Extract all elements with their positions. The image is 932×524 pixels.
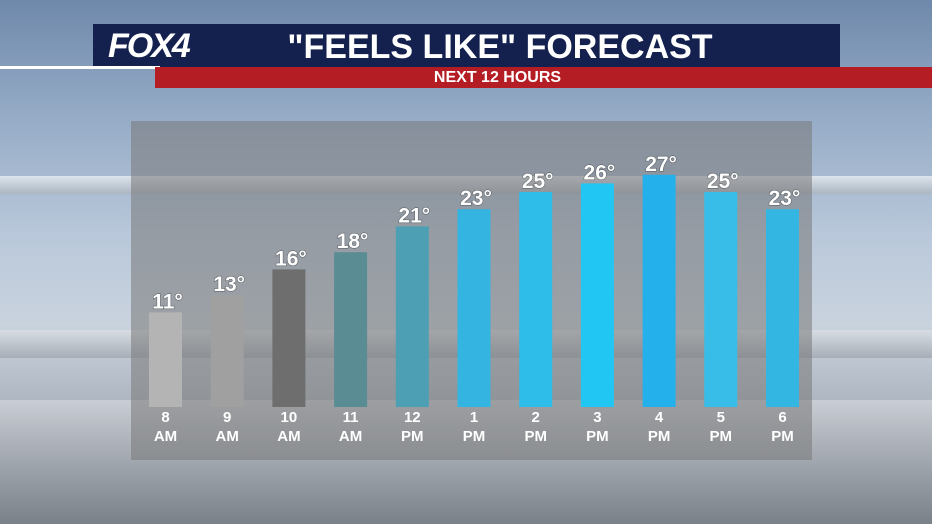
hour-label-6: 2 — [532, 409, 540, 426]
bar-value-label-8: 27° — [645, 153, 677, 176]
ampm-label-0: AM — [154, 428, 177, 445]
bar-5 — [457, 209, 491, 407]
hour-label-8: 4 — [655, 409, 664, 426]
hour-label-1: 9 — [223, 409, 231, 426]
hour-label-5: 1 — [470, 409, 478, 426]
bar-9 — [704, 192, 738, 407]
hour-label-2: 10 — [281, 409, 298, 426]
ampm-label-2: AM — [277, 428, 300, 445]
hour-label-0: 8 — [161, 409, 169, 426]
bar-10 — [766, 209, 799, 407]
page-subtitle: NEXT 12 HOURS — [433, 69, 562, 86]
bar-8 — [642, 174, 676, 407]
bar-0 — [149, 312, 182, 407]
bar-value-label-1: 13° — [213, 273, 245, 296]
bar-4 — [395, 226, 429, 407]
bar-value-label-0: 11° — [152, 290, 183, 313]
header-bar — [93, 24, 840, 68]
bar-value-label-2: 16° — [275, 247, 307, 270]
ampm-label-8: PM — [648, 428, 671, 445]
bar-value-label-5: 23° — [460, 187, 492, 210]
ampm-label-9: PM — [710, 428, 733, 445]
hour-label-7: 3 — [593, 409, 601, 426]
bar-2 — [272, 269, 306, 407]
subtitle-bar — [155, 67, 932, 88]
bar-value-label-7: 26° — [584, 161, 616, 184]
bar-value-label-4: 21° — [398, 204, 430, 227]
ampm-label-4: PM — [401, 428, 424, 445]
hour-label-4: 12 — [404, 409, 421, 426]
ampm-label-10: PM — [771, 428, 794, 445]
bar-value-label-9: 25° — [707, 170, 739, 193]
bar-6 — [519, 192, 553, 407]
bar-value-label-6: 25° — [522, 170, 554, 193]
chart-panel: 11° 8 AM 13° 9 AM 16° 10 AM 18° 11 AM 21° 12 PM 23° 1 PM 2… — [131, 121, 812, 460]
ampm-label-1: AM — [216, 428, 239, 445]
ampm-label-3: AM — [339, 428, 362, 445]
accent-line — [0, 66, 160, 69]
ampm-label-5: PM — [463, 428, 486, 445]
fox4-logo: FOX4 — [108, 27, 191, 65]
bar-1 — [210, 295, 244, 407]
page-title: "FEELS LIKE" FORECAST — [287, 28, 713, 66]
bar-value-label-3: 18° — [337, 230, 369, 253]
bar-7 — [580, 183, 614, 407]
hour-label-10: 6 — [778, 409, 786, 426]
bar-value-label-10: 23° — [769, 187, 801, 210]
bar-3 — [334, 252, 368, 407]
feels-like-bar-chart: 11° 8 AM 13° 9 AM 16° 10 AM 18° 11 AM 21° 12 PM 23° 1 PM 2… — [149, 152, 801, 445]
hour-label-9: 5 — [717, 409, 725, 426]
ampm-label-7: PM — [586, 428, 609, 445]
ampm-label-6: PM — [524, 428, 547, 445]
hour-label-3: 11 — [343, 409, 359, 426]
